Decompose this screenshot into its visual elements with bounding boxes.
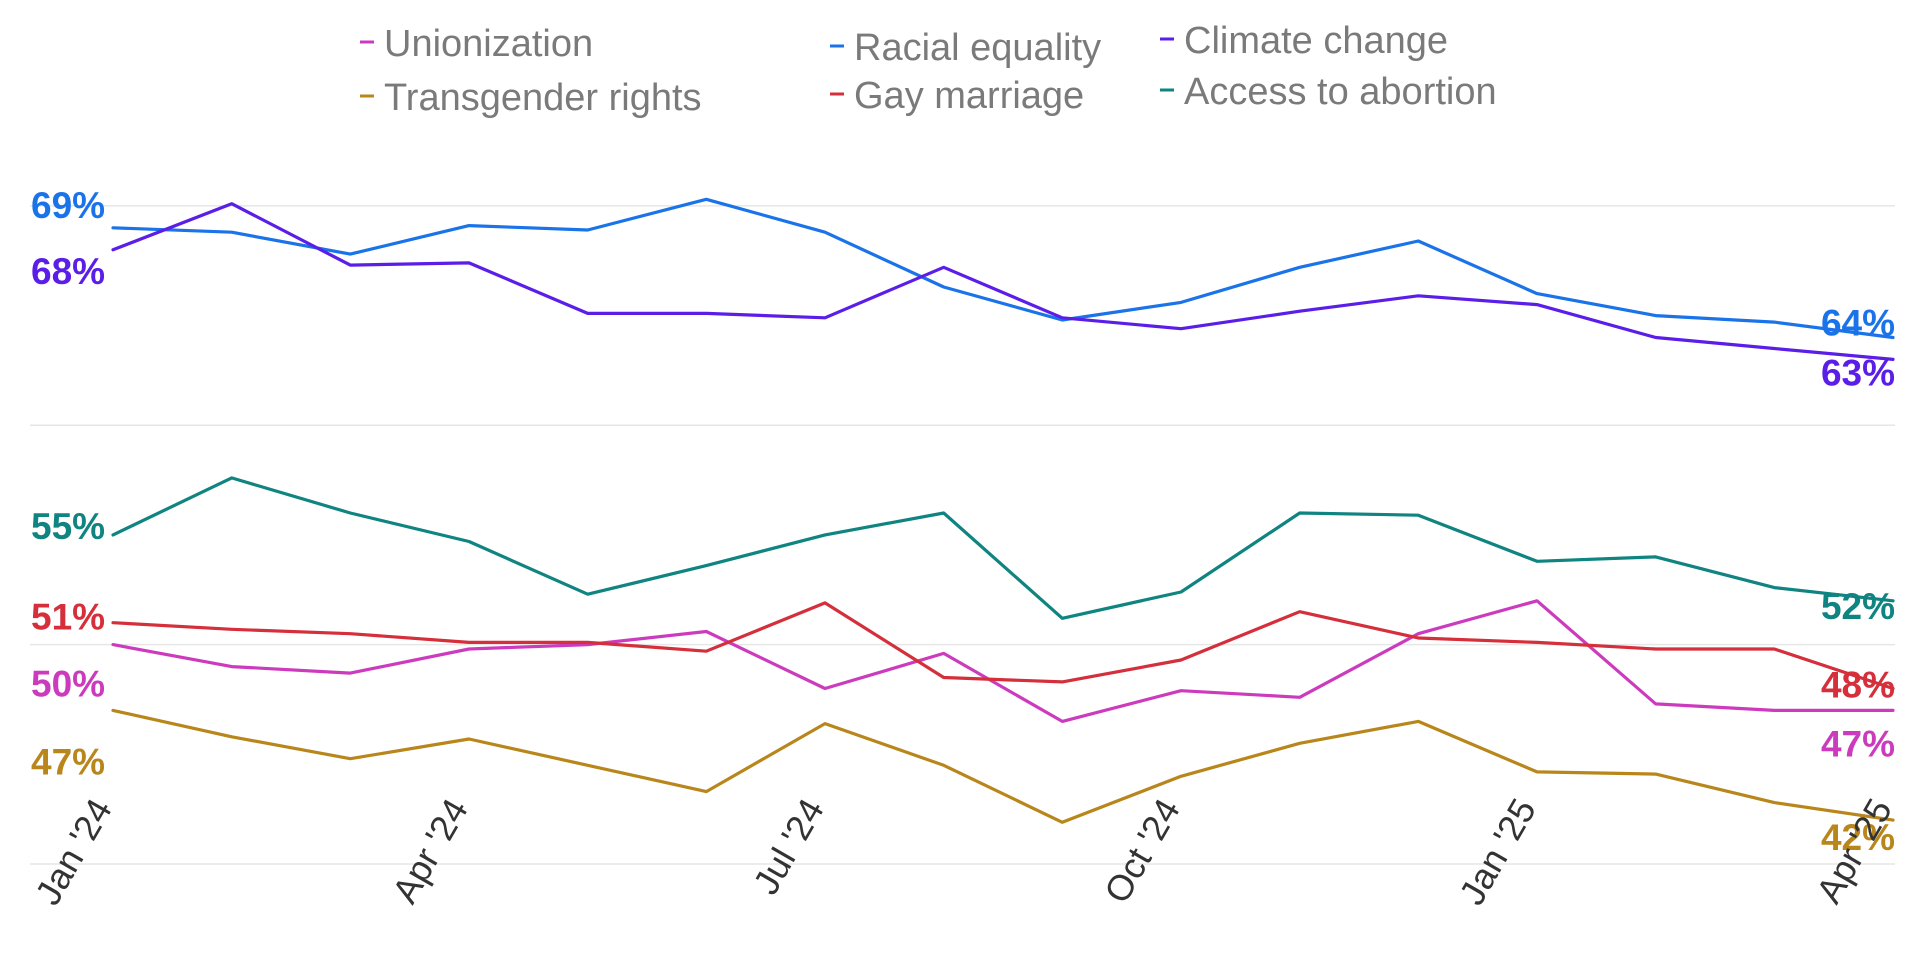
series-lines (111, 197, 1895, 824)
series-line-access-to-abortion (111, 476, 1895, 620)
series-line-gay-marriage (111, 601, 1895, 691)
legend-item-racial-equality: Racial equality (830, 27, 1101, 69)
series-line-climate-change (111, 202, 1895, 361)
end-label-access-to-abortion: 52% (1821, 586, 1895, 627)
end-label-racial-equality: 64% (1821, 303, 1895, 344)
start-label-unionization: 50% (31, 664, 105, 705)
end-label-transgender-rights: 42% (1821, 817, 1895, 858)
x-tick-label: Oct '24 (1096, 792, 1188, 910)
legend-item-transgender-rights: Transgender rights (360, 77, 702, 119)
end-label-unionization: 47% (1821, 723, 1895, 764)
x-tick-label: Jan '25 (1451, 792, 1544, 912)
x-tick-label: Jul '24 (745, 792, 832, 902)
gridlines (30, 205, 1895, 865)
series-line-transgender-rights (111, 708, 1895, 824)
x-axis: Jan '24 Apr '24 Jul '24 Oct '24 Jan '25 Apr '… (27, 792, 1900, 912)
legend-item-access-to-abortion: Access to abortion (1160, 71, 1497, 113)
series-line-racial-equality (111, 197, 1895, 340)
legend-item-climate-change: Climate change (1160, 20, 1448, 62)
legend-label: Transgender rights (384, 77, 702, 119)
legend-label: Racial equality (854, 27, 1101, 69)
legend-label: Unionization (384, 23, 593, 65)
end-label-gay-marriage: 48% (1821, 665, 1895, 706)
start-label-transgender-rights: 47% (31, 741, 105, 782)
legend-label: Access to abortion (1184, 71, 1497, 113)
legend: Unionization Racial equality Climate chang… (360, 20, 1497, 119)
legend-label: Gay marriage (854, 75, 1084, 117)
legend-item-unionization: Unionization (360, 23, 593, 65)
end-labels: 50% 47% 69% 64% 68% 63% 47% 42% 51% 48% 55% 52% (31, 185, 1895, 858)
end-label-climate-change: 63% (1821, 352, 1895, 393)
start-label-racial-equality: 69% (31, 185, 105, 226)
start-label-access-to-abortion: 55% (31, 506, 105, 547)
x-tick-label: Apr '24 (384, 792, 476, 910)
legend-item-gay-marriage: Gay marriage (830, 75, 1084, 117)
start-label-climate-change: 68% (31, 251, 105, 292)
legend-label: Climate change (1184, 20, 1448, 62)
series-line-unionization (111, 599, 1895, 723)
x-tick-label: Jan '24 (27, 792, 120, 912)
start-label-gay-marriage: 51% (31, 597, 105, 638)
